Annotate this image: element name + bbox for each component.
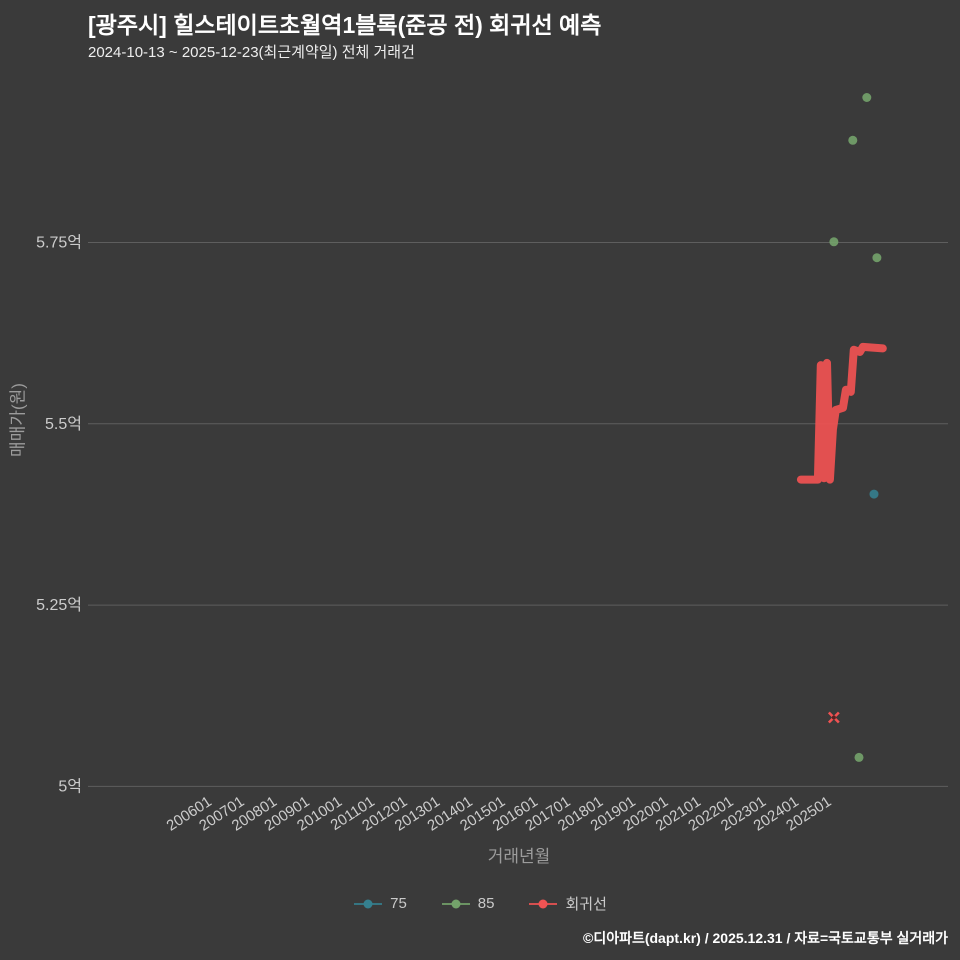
chart-title: [광주시] 힐스테이트초월역1블록(준공 전) 회귀선 예측 bbox=[88, 12, 602, 38]
data-point-85 bbox=[854, 752, 864, 762]
legend-marker bbox=[354, 899, 383, 908]
legend-label: 75 bbox=[390, 895, 407, 912]
legend-item-85: 85 bbox=[441, 895, 495, 912]
outlier-x-marker-center bbox=[831, 715, 836, 720]
y-tick-label: 5.25억 bbox=[36, 596, 82, 614]
y-tick-label: 5억 bbox=[58, 777, 82, 795]
data-point-75 bbox=[869, 489, 879, 499]
data-point-85 bbox=[829, 237, 839, 247]
chart-subtitle: 2024-10-13 ~ 2025-12-23(최근계약일) 전체 거래건 bbox=[88, 44, 415, 61]
copyright-footer: ©디아파트(dapt.kr) / 2025.12.31 / 자료=국토교통부 실… bbox=[583, 930, 948, 946]
legend-item-회귀선: 회귀선 bbox=[528, 893, 607, 914]
data-point-85 bbox=[848, 135, 858, 145]
legend-marker bbox=[441, 899, 470, 908]
data-point-85 bbox=[872, 253, 882, 263]
legend: 75 85 회귀선 bbox=[0, 893, 960, 914]
legend-label: 85 bbox=[477, 895, 495, 912]
regression-line bbox=[796, 342, 887, 484]
data-point-85 bbox=[862, 93, 872, 102]
legend-item-75: 75 bbox=[353, 895, 407, 912]
y-axis-label: 매매가(원) bbox=[8, 383, 28, 457]
y-tick-label: 5.5억 bbox=[45, 415, 82, 433]
legend-marker bbox=[529, 899, 558, 908]
y-tick-label: 5.75억 bbox=[36, 234, 82, 252]
legend-label: 회귀선 bbox=[565, 896, 607, 913]
x-axis-label: 거래년월 bbox=[487, 847, 551, 866]
